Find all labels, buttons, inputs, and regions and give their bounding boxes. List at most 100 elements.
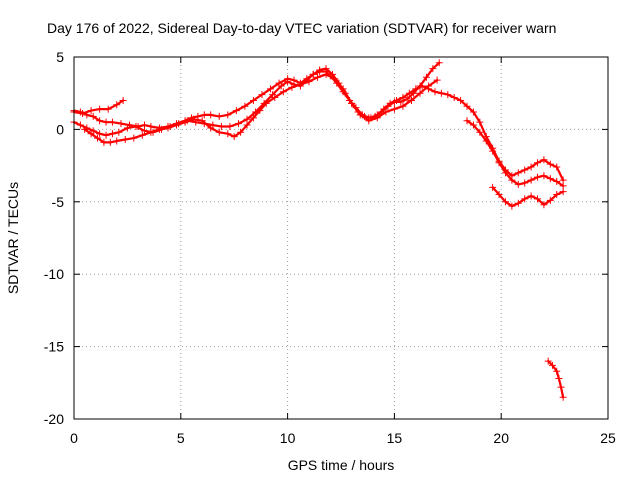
data-point-track-d-6 xyxy=(121,136,129,144)
data-point-track-c-51 xyxy=(437,89,445,97)
plot-series xyxy=(70,59,567,401)
data-point-track-d-16 xyxy=(207,124,215,132)
data-point-track-c-19 xyxy=(217,123,225,131)
data-point-track-d-24 xyxy=(262,99,270,107)
data-point-track-g-2 xyxy=(553,367,561,375)
data-point-track-b-2 xyxy=(83,111,91,119)
data-point-track-b-4 xyxy=(96,117,104,125)
data-point-track-b-24 xyxy=(249,96,257,104)
data-point-track-d-7 xyxy=(130,134,138,142)
data-point-track-b-5 xyxy=(102,118,110,126)
data-point-track-c-57 xyxy=(476,118,484,126)
data-point-track-c-66 xyxy=(534,159,542,167)
data-point-track-f-0 xyxy=(489,183,497,191)
data-point-track-e-4 xyxy=(489,147,497,155)
series-track-b xyxy=(70,59,443,132)
data-point-track-f-11 xyxy=(559,188,567,196)
data-point-track-e-11 xyxy=(534,173,542,181)
data-point-track-b-6 xyxy=(108,118,116,126)
x-tick-label-5: 25 xyxy=(600,430,616,446)
data-point-track-a-3 xyxy=(96,105,104,113)
data-point-track-f-2 xyxy=(501,198,509,206)
data-point-track-d-20 xyxy=(237,128,245,136)
data-point-track-c-50 xyxy=(431,88,439,96)
data-point-track-d-35 xyxy=(356,111,364,119)
data-point-track-d-21 xyxy=(243,121,251,129)
data-point-track-d-33 xyxy=(339,85,347,93)
data-point-track-c-44 xyxy=(393,96,401,104)
data-point-track-c-6 xyxy=(108,130,116,138)
data-point-track-c-52 xyxy=(444,91,452,99)
data-point-track-d-2 xyxy=(93,134,101,142)
data-point-track-e-10 xyxy=(527,176,535,184)
chart-title: Day 176 of 2022, Sidereal Day-to-day VTE… xyxy=(47,20,556,36)
data-point-track-c-10 xyxy=(140,127,148,135)
data-point-track-d-5 xyxy=(113,137,121,145)
data-point-track-c-1 xyxy=(76,121,84,129)
data-point-track-g-4 xyxy=(557,383,565,391)
data-point-track-d-26 xyxy=(279,88,287,96)
data-point-track-e-5 xyxy=(495,159,503,167)
y-tick-label-1: 0 xyxy=(56,121,64,137)
data-point-track-b-19 xyxy=(207,111,215,119)
data-point-track-d-14 xyxy=(190,115,198,123)
data-point-track-c-31 xyxy=(309,70,317,78)
data-point-track-d-23 xyxy=(256,107,264,115)
data-point-track-c-32 xyxy=(316,66,324,74)
data-point-track-d-11 xyxy=(164,124,172,132)
data-point-track-d-30 xyxy=(314,73,322,81)
data-point-track-d-8 xyxy=(138,131,146,139)
data-point-track-e-2 xyxy=(476,128,484,136)
data-point-track-c-55 xyxy=(463,102,471,110)
data-point-track-e-9 xyxy=(521,179,529,187)
data-point-track-c-63 xyxy=(514,169,522,177)
data-point-track-b-25 xyxy=(258,91,266,99)
data-point-track-d-28 xyxy=(296,81,304,89)
data-point-track-b-3 xyxy=(89,112,97,120)
data-point-track-b-26 xyxy=(267,85,275,93)
data-point-track-d-9 xyxy=(147,128,155,136)
data-point-track-g-5 xyxy=(559,393,567,401)
series-track-a xyxy=(70,96,127,117)
data-point-track-d-27 xyxy=(288,83,296,91)
data-point-track-d-12 xyxy=(173,121,181,129)
x-tick-label-1: 5 xyxy=(177,430,185,446)
series-line-track-f xyxy=(491,186,565,208)
data-point-track-d-44 xyxy=(433,76,441,84)
data-point-track-c-20 xyxy=(226,123,234,131)
data-point-track-d-37 xyxy=(373,114,381,122)
data-point-track-a-4 xyxy=(104,105,112,113)
data-point-track-e-0 xyxy=(463,117,471,125)
data-point-track-c-68 xyxy=(546,160,554,168)
data-point-track-c-21 xyxy=(234,120,242,128)
data-point-track-c-64 xyxy=(521,166,529,174)
data-point-track-b-7 xyxy=(117,120,125,128)
data-point-track-d-17 xyxy=(215,128,223,136)
data-point-track-c-43 xyxy=(386,99,394,107)
data-point-track-f-4 xyxy=(514,199,522,207)
data-point-track-f-6 xyxy=(527,192,535,200)
data-point-track-g-0 xyxy=(544,357,552,365)
data-point-track-d-43 xyxy=(425,82,433,90)
data-point-track-d-3 xyxy=(100,138,108,146)
y-tick-label-2: -5 xyxy=(52,194,65,210)
x-axis-label: GPS time / hours xyxy=(288,457,395,473)
data-point-track-c-48 xyxy=(418,82,426,90)
series-track-f xyxy=(489,183,567,210)
data-point-track-e-6 xyxy=(501,169,509,177)
data-point-track-c-69 xyxy=(553,163,561,171)
data-point-track-d-4 xyxy=(106,138,114,146)
data-point-track-c-56 xyxy=(469,108,477,116)
data-point-track-a-2 xyxy=(87,107,95,115)
series-line-track-c xyxy=(72,67,565,182)
y-tick-label-5: -20 xyxy=(44,411,64,427)
data-point-track-c-9 xyxy=(132,123,140,131)
x-tick-label-4: 20 xyxy=(493,430,509,446)
data-point-track-c-45 xyxy=(399,94,407,102)
data-point-track-d-34 xyxy=(348,99,356,107)
series-track-d xyxy=(81,70,441,146)
data-point-track-d-13 xyxy=(181,118,189,126)
data-point-track-b-18 xyxy=(200,111,208,119)
data-point-track-b-22 xyxy=(232,107,240,115)
data-point-track-c-53 xyxy=(450,94,458,102)
